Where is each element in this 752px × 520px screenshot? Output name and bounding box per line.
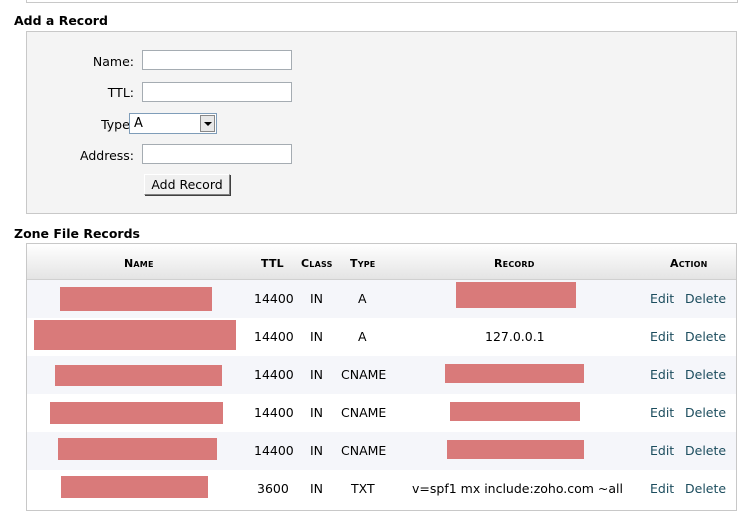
table-row: 14400 IN A Edit Delete <box>27 280 736 318</box>
edit-link[interactable]: Edit <box>650 443 675 458</box>
header-record: Record <box>494 257 535 270</box>
name-input[interactable] <box>142 50 292 70</box>
row-class: IN <box>310 481 324 496</box>
header-name: Name <box>124 257 154 270</box>
row-ttl: 3600 <box>257 481 289 496</box>
header-type: Type <box>350 257 376 270</box>
header-ttl: TTL <box>261 257 284 270</box>
row-class: IN <box>310 367 324 382</box>
redacted-record <box>456 282 576 308</box>
edit-link[interactable]: Edit <box>650 329 675 344</box>
table-row: 3600 IN TXT v=spf1 mx include:zoho.com ~… <box>27 470 736 508</box>
table-row: 14400 IN A 127.0.0.1 Edit Delete <box>27 318 736 356</box>
row-class: IN <box>310 443 324 458</box>
delete-link[interactable]: Delete <box>685 291 727 306</box>
ttl-input[interactable] <box>142 82 292 102</box>
type-select[interactable]: A <box>129 113 217 134</box>
redacted-record <box>445 364 584 383</box>
row-type: TXT <box>351 481 375 496</box>
add-record-button[interactable]: Add Record <box>144 174 230 195</box>
delete-link[interactable]: Delete <box>685 329 727 344</box>
ttl-label: TTL: <box>107 85 134 100</box>
add-record-panel: Name: TTL: Type: A Address: Add Record <box>26 31 737 214</box>
table-header: Name TTL Class Type Record Action <box>27 244 736 280</box>
row-type: A <box>358 291 367 306</box>
header-class: Class <box>301 257 333 270</box>
previous-panel-edge <box>26 0 738 3</box>
row-class: IN <box>310 291 324 306</box>
delete-link[interactable]: Delete <box>685 481 727 496</box>
name-label: Name: <box>92 54 134 69</box>
row-ttl: 14400 <box>254 291 294 306</box>
row-type: CNAME <box>341 405 387 420</box>
address-input[interactable] <box>142 144 292 164</box>
row-ttl: 14400 <box>254 405 294 420</box>
zone-records-table: Name TTL Class Type Record Action 14400 … <box>26 243 737 511</box>
delete-link[interactable]: Delete <box>685 405 727 420</box>
redacted-name <box>34 320 236 350</box>
type-label: Type: <box>101 117 134 132</box>
address-label: Address: <box>80 148 134 163</box>
type-select-value: A <box>134 116 143 131</box>
row-record: 127.0.0.1 <box>485 329 545 344</box>
redacted-record <box>447 440 584 459</box>
row-ttl: 14400 <box>254 329 294 344</box>
redacted-name <box>58 438 217 460</box>
row-type: CNAME <box>341 367 387 382</box>
edit-link[interactable]: Edit <box>650 405 675 420</box>
chevron-down-icon[interactable] <box>200 115 215 132</box>
row-ttl: 14400 <box>254 443 294 458</box>
add-record-title: Add a Record <box>14 13 108 28</box>
edit-link[interactable]: Edit <box>650 481 675 496</box>
row-class: IN <box>310 405 324 420</box>
row-ttl: 14400 <box>254 367 294 382</box>
redacted-record <box>450 402 580 421</box>
table-row: 14400 IN CNAME Edit Delete <box>27 432 736 470</box>
row-type: A <box>358 329 367 344</box>
row-type: CNAME <box>341 443 387 458</box>
delete-link[interactable]: Delete <box>685 443 727 458</box>
row-class: IN <box>310 329 324 344</box>
redacted-name <box>55 365 222 386</box>
zone-records-title: Zone File Records <box>14 226 140 241</box>
header-action: Action <box>670 257 708 270</box>
edit-link[interactable]: Edit <box>650 367 675 382</box>
table-row: 14400 IN CNAME Edit Delete <box>27 394 736 432</box>
table-row: 14400 IN CNAME Edit Delete <box>27 356 736 394</box>
row-record: v=spf1 mx include:zoho.com ~all <box>412 481 623 496</box>
redacted-name <box>50 402 223 424</box>
redacted-name <box>60 287 212 311</box>
edit-link[interactable]: Edit <box>650 291 675 306</box>
delete-link[interactable]: Delete <box>685 367 727 382</box>
redacted-name <box>61 476 208 498</box>
